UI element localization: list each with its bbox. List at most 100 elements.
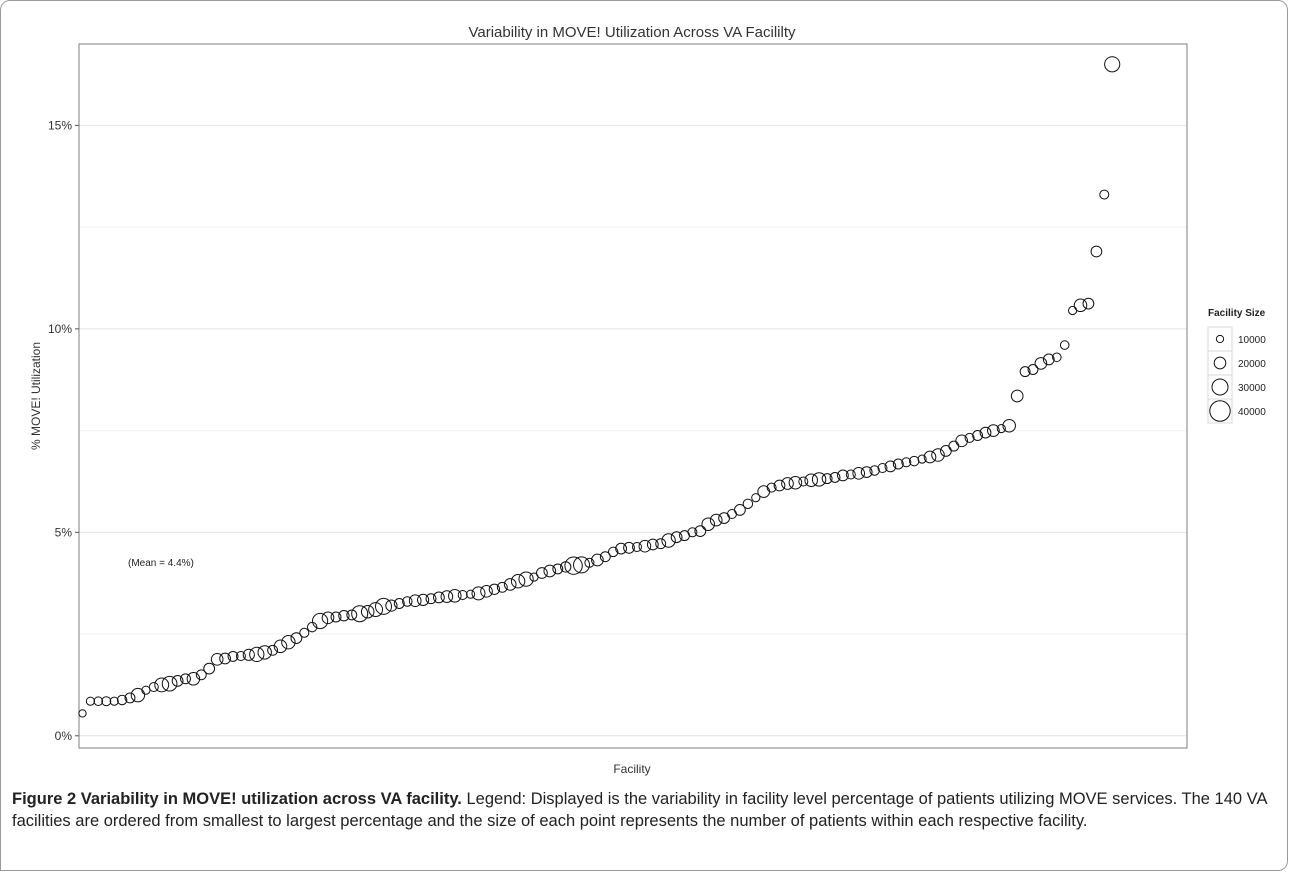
facility-point [393, 598, 405, 609]
facility-point [281, 635, 296, 650]
facility-point [766, 482, 777, 493]
facility-point [1042, 353, 1055, 366]
facility-point [1019, 366, 1031, 378]
facility-point [892, 458, 904, 470]
facility-point [877, 462, 888, 474]
facility-point [987, 424, 1000, 437]
mean-annotation: (Mean = 4.4%) [128, 558, 194, 569]
facility-point [416, 593, 430, 607]
facility-point [773, 479, 786, 492]
facility-point [726, 508, 738, 520]
facility-point [687, 527, 698, 538]
facility-point [402, 596, 413, 607]
scatter-chart: Variability in MOVE! Utilization Across … [29, 24, 1266, 776]
facility-point [257, 645, 272, 660]
facility-point [116, 694, 128, 706]
plot-panel [78, 43, 1188, 749]
facility-point [219, 652, 231, 665]
y-tick-label: 15% [48, 118, 72, 132]
facility-point [1002, 418, 1016, 433]
facility-point [457, 589, 468, 601]
facility-point [869, 465, 880, 476]
facility-point [701, 517, 715, 531]
facility-point [510, 574, 526, 589]
facility-point [584, 557, 595, 568]
facility-point [1068, 305, 1078, 316]
data-points [78, 56, 1121, 718]
legend: Facility Size 10000 20000 30000 40000 [1207, 308, 1266, 424]
facility-point [180, 673, 191, 685]
facility-point [227, 650, 239, 662]
facility-point [788, 475, 803, 490]
facility-point [655, 538, 667, 550]
facility-point [661, 533, 676, 548]
facility-point [615, 542, 627, 555]
facility-point [552, 563, 564, 575]
facility-point [572, 556, 591, 574]
legend-key-box [1207, 350, 1233, 376]
legend-size-marker [1209, 400, 1231, 422]
facility-point [203, 662, 216, 675]
facility-point [638, 539, 652, 553]
facility-point [148, 681, 159, 693]
facility-point [996, 424, 1006, 434]
facility-point [829, 471, 841, 483]
legend-label: 10000 [1238, 335, 1266, 346]
facility-point [536, 567, 548, 579]
facility-point [1090, 245, 1103, 258]
facility-point [964, 432, 975, 443]
legend-label: 20000 [1238, 359, 1266, 370]
facility-point [901, 457, 912, 468]
facility-point [1034, 357, 1048, 370]
facility-point [440, 590, 454, 603]
facility-point [124, 692, 136, 704]
facility-point [249, 646, 265, 663]
facility-point [646, 538, 659, 551]
facility-point [466, 589, 476, 599]
facility-point [1010, 389, 1024, 403]
figure-caption: Figure 2 Variability in MOVE! utilizatio… [12, 788, 1277, 832]
facility-point [811, 472, 827, 487]
facility-point [154, 677, 170, 693]
facility-point [351, 605, 369, 623]
legend-size-marker [1215, 334, 1225, 344]
facility-point [979, 426, 992, 439]
facility-point [1052, 352, 1062, 363]
facility-point [845, 469, 856, 480]
facility-point [186, 672, 201, 686]
facility-point [1104, 56, 1121, 73]
facility-point [948, 440, 960, 452]
facility-point [908, 455, 920, 467]
facility-point [543, 564, 557, 578]
y-tick-label: 10% [48, 322, 72, 336]
y-tick-label: 0% [55, 729, 73, 743]
facility-point [694, 525, 707, 537]
facility-point [299, 627, 310, 638]
caption-text: Legend: Displayed is the variability in … [12, 790, 1267, 830]
facility-point [709, 513, 723, 527]
facility-point [273, 639, 288, 654]
facility-point [804, 473, 818, 487]
facility-point [1082, 297, 1095, 310]
facility-point [518, 571, 534, 587]
facility-point [130, 687, 146, 703]
facility-point [312, 612, 329, 630]
facility-point [837, 469, 849, 482]
facility-point [385, 599, 398, 612]
y-tick-label: 5% [55, 525, 73, 539]
facility-point [408, 594, 422, 608]
facility-point [591, 553, 604, 567]
facility-point [503, 578, 517, 591]
facility-point [330, 611, 342, 623]
facility-point [972, 430, 984, 441]
facility-point [433, 591, 445, 604]
facility-point [101, 696, 112, 707]
y-axis: 0% 5% 10% 15% [48, 118, 79, 743]
facility-point [821, 473, 833, 485]
facility-point [338, 610, 350, 622]
facility-point [607, 546, 619, 558]
caption-title: Figure 2 Variability in MOVE! utilizatio… [12, 790, 462, 808]
facility-point [480, 584, 493, 598]
facility-point [346, 609, 358, 621]
